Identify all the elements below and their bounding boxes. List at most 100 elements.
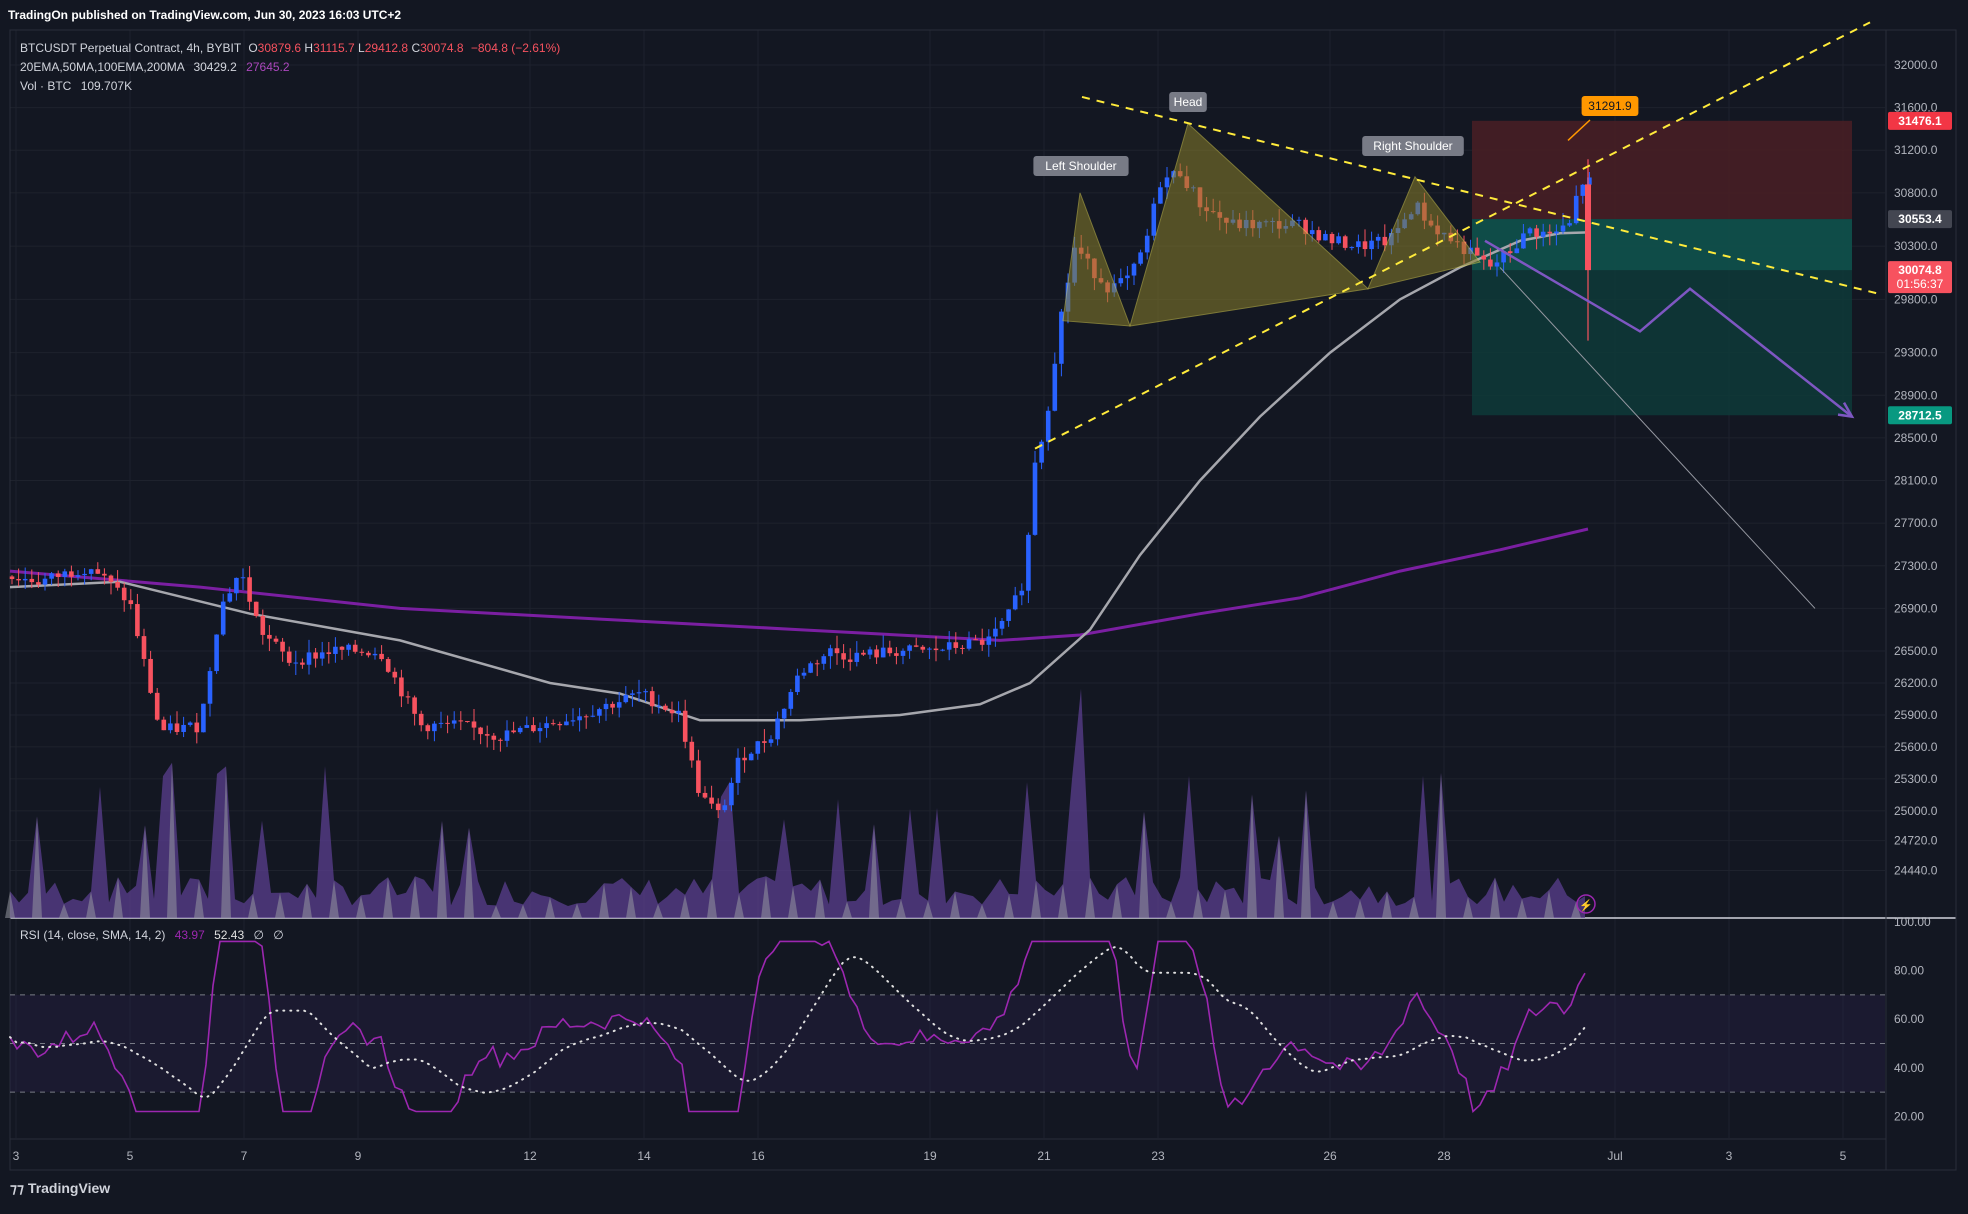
candle-body: [1336, 236, 1341, 244]
volume-spike: [302, 883, 312, 918]
legend-symbol[interactable]: BTCUSDT Perpetual Contract, 4h, BYBIT: [20, 41, 241, 55]
price-axis-label: 25300.0: [1894, 772, 1938, 786]
volume-spike: [113, 877, 123, 918]
candle-body: [1547, 231, 1553, 234]
rsi-line[interactable]: [9, 940, 1586, 1114]
candle-body: [702, 792, 708, 798]
price-axis-label: 29300.0: [1894, 346, 1938, 360]
candles: [9, 163, 1592, 819]
open-pnl-zone: [1472, 219, 1852, 271]
neckline-upper-trend[interactable]: [1081, 95, 1881, 296]
candle-body: [1164, 177, 1170, 188]
volume-spike: [1166, 902, 1176, 918]
candle-body: [1323, 233, 1328, 241]
candle-body: [201, 703, 206, 733]
legend-vol-name[interactable]: Vol · BTC: [20, 79, 72, 93]
candle-body: [841, 653, 846, 660]
last-candle-body[interactable]: [1585, 184, 1591, 271]
time-axis-label: 19: [923, 1149, 937, 1163]
volume-spike: [1355, 899, 1365, 918]
price-axis-label: 26200.0: [1894, 676, 1938, 690]
candle-body: [148, 658, 153, 693]
candle-body: [1045, 410, 1051, 442]
candle-body: [524, 725, 530, 728]
candle-body: [82, 573, 87, 576]
candle-body: [821, 656, 827, 664]
candle-body: [583, 716, 589, 718]
candle-body: [1019, 590, 1025, 596]
legend-vol-value: 109.707K: [80, 79, 133, 93]
time-axis-label: Jul: [1607, 1149, 1622, 1163]
candle-body: [570, 720, 576, 722]
candle-body: [636, 692, 642, 694]
candle-body: [1534, 228, 1539, 237]
alert-lightning-icon[interactable]: [1576, 894, 1596, 914]
rsi-legend-value-1: 43.97: [174, 928, 205, 942]
left-shoulder-label: Left Shoulder: [1045, 159, 1116, 173]
volume-spike: [977, 904, 987, 918]
legend-ma-name[interactable]: 20EMA,50MA,100EMA,200MA: [20, 60, 185, 74]
candle-body: [234, 577, 239, 594]
target-guide-line[interactable]: [1499, 267, 1816, 609]
price-axis-label: 24440.0: [1894, 864, 1938, 878]
candle-body: [610, 703, 615, 708]
candle-body: [775, 718, 780, 740]
candle-body: [1527, 228, 1533, 234]
projection-path[interactable]: [1484, 239, 1853, 418]
candle-body: [940, 649, 945, 651]
candle-body: [966, 639, 972, 649]
tradingview-logo[interactable]: ⁊⁊ TradingView: [10, 1180, 110, 1197]
rsi-ma-line[interactable]: [9, 945, 1586, 1099]
volume-spike: [680, 894, 690, 918]
volume-spike: [356, 895, 366, 918]
candle-body: [550, 723, 556, 725]
legend-ma-value-2: 27645.2: [246, 60, 290, 74]
candle-body: [418, 713, 424, 726]
time-axis-label: 14: [637, 1149, 651, 1163]
candle-body: [300, 662, 305, 665]
candle-body: [1488, 259, 1493, 267]
candle-body: [385, 659, 391, 672]
stop-loss-zone[interactable]: [1472, 120, 1852, 220]
volume-spike: [815, 879, 825, 918]
price-axis-label: 25900.0: [1894, 708, 1938, 722]
rsi-legend-name[interactable]: RSI (14, close, SMA, 14, 2): [20, 928, 166, 942]
candle-body: [682, 710, 688, 742]
candle-body: [973, 639, 978, 641]
lower-rising-trend[interactable]: [1034, 21, 1871, 450]
ma-50-line[interactable]: [9, 231, 1589, 722]
candle-body: [1039, 441, 1044, 463]
ma-200-line[interactable]: [9, 527, 1589, 642]
legend-close: 30074.8: [420, 41, 464, 55]
volume-spike: [1409, 896, 1419, 918]
candle-body: [887, 647, 893, 654]
price-axis-label: 30300.0: [1894, 239, 1938, 253]
price-axis-label: 28900.0: [1894, 388, 1938, 402]
volume-spike: [1193, 889, 1203, 918]
candle-body: [616, 702, 622, 708]
volume-spike: [248, 893, 258, 918]
candle-body: [669, 709, 675, 714]
candle-body: [564, 721, 569, 726]
head-triangle[interactable]: [1129, 122, 1370, 327]
candle-body: [115, 581, 120, 588]
candle-body: [187, 722, 193, 725]
right-shoulder-triangle[interactable]: [1367, 175, 1481, 290]
high-callout: 31291.9: [1588, 99, 1632, 113]
legend-ma-value-1: 30429.2: [193, 60, 237, 74]
candle-body: [405, 696, 411, 698]
candle-body: [465, 721, 470, 723]
price-axis-label: 27700.0: [1894, 516, 1938, 530]
candle-body: [933, 648, 939, 651]
volume-spike: [1517, 898, 1527, 918]
volume-spike: [1571, 901, 1581, 918]
time-axis-label: 26: [1323, 1149, 1337, 1163]
candle-body: [590, 715, 596, 717]
candle-body: [9, 576, 15, 579]
candle-body: [1026, 534, 1031, 591]
candle-body: [286, 651, 292, 663]
left-shoulder-triangle[interactable]: [1062, 192, 1131, 327]
tradingview-logo-text: TradingView: [27, 1180, 111, 1196]
